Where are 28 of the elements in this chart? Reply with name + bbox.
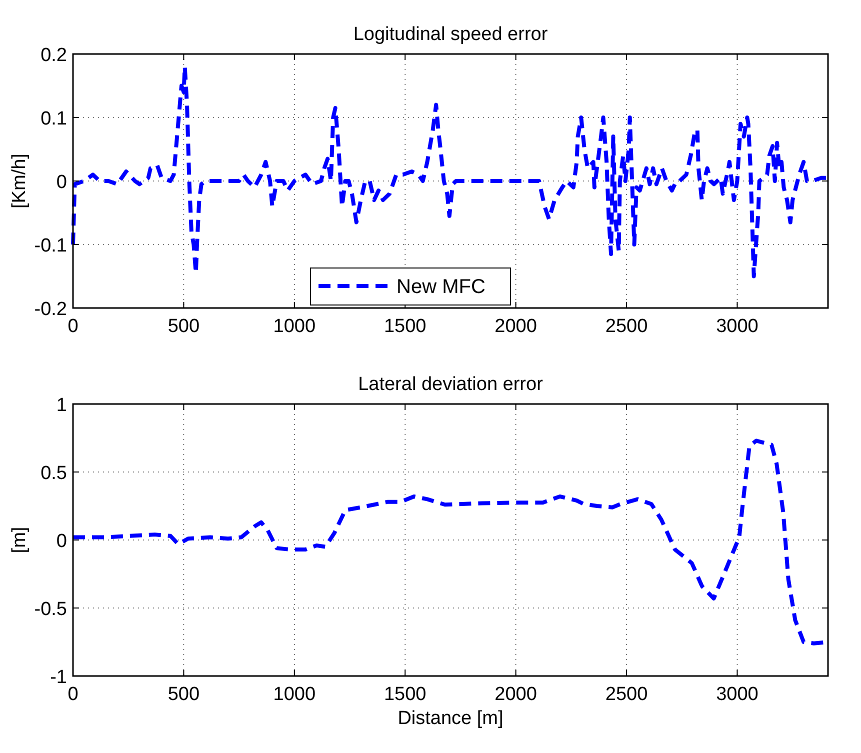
y-tick-label: 1 <box>56 395 67 416</box>
x-tick-label: 1500 <box>384 316 426 337</box>
x-tick-label: 2500 <box>605 684 648 705</box>
x-tick-label: 1000 <box>273 316 316 337</box>
chart-title: Lateral deviation error <box>358 374 544 395</box>
y-tick-label: 0 <box>56 172 67 193</box>
y-tick-label: 0.1 <box>40 108 67 130</box>
y-tick-label: 0.5 <box>40 463 67 484</box>
y-axis-title: [Km/h] <box>9 154 30 208</box>
y-tick-label: -1 <box>50 667 67 688</box>
x-tick-label: 2000 <box>494 684 537 705</box>
y-tick-label: 0 <box>56 531 67 552</box>
y-tick-label: -0.1 <box>34 236 67 256</box>
chart-title: Logitudinal speed error <box>353 24 548 45</box>
x-tick-label: 3000 <box>716 684 758 705</box>
x-tick-label: 2500 <box>605 316 648 337</box>
x-tick-label: 1500 <box>384 684 426 705</box>
y-tick-label: 0.2 <box>40 45 67 66</box>
x-tick-label: 500 <box>168 316 200 337</box>
x-tick-label: 2000 <box>494 316 537 337</box>
x-tick-label: 500 <box>168 684 200 705</box>
x-tick-label: 3000 <box>716 316 758 337</box>
x-tick-label: 1000 <box>273 684 316 705</box>
y-tick-label: -0.2 <box>34 299 67 320</box>
y-tick-label: -0.5 <box>34 599 67 620</box>
legend-label: New MFC <box>396 276 486 298</box>
y-axis-title: [m] <box>9 526 30 554</box>
x-axis-title: Distance [m] <box>398 708 504 729</box>
